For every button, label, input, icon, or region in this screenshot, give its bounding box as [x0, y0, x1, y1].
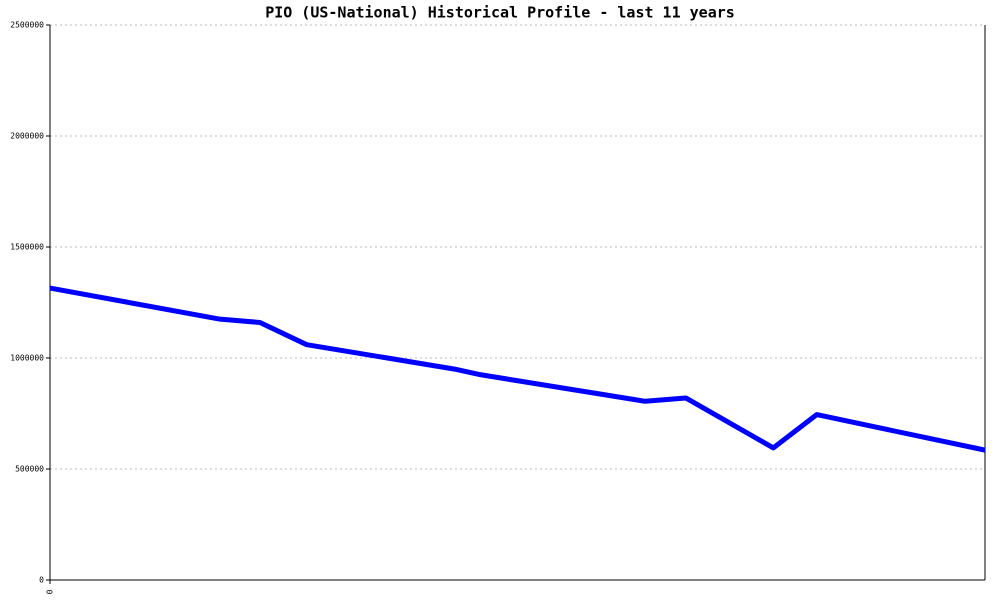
y-tick-label: 0: [39, 576, 44, 585]
chart-title: PIO (US-National) Historical Profile - l…: [265, 4, 735, 22]
y-tick-label: 1500000: [10, 243, 44, 252]
x-tick-label: 0: [46, 589, 55, 594]
y-tick-label: 500000: [15, 465, 44, 474]
line: [49, 285, 986, 453]
y-tick-label: 2500000: [10, 21, 44, 30]
y-tick-label: 1000000: [10, 354, 44, 363]
y-tick-label: 2000000: [10, 132, 44, 141]
